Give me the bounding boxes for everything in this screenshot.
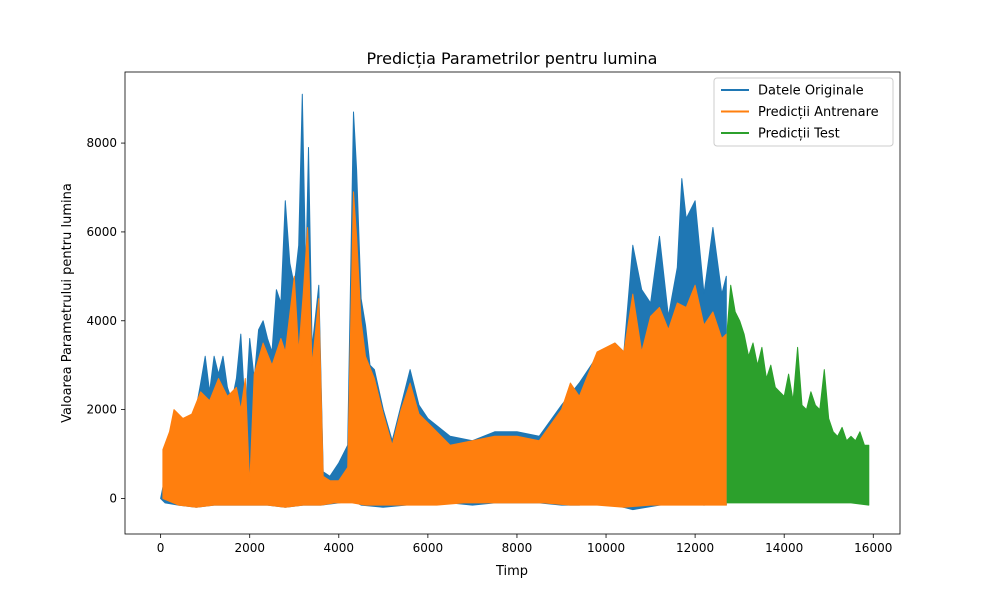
- x-tick-label: 12000: [676, 541, 714, 555]
- y-tick-label: 8000: [86, 136, 117, 150]
- y-axis-label: Valoarea Parametrului pentru lumina: [60, 183, 75, 423]
- plot-area: [160, 93, 870, 511]
- x-tick-label: 14000: [765, 541, 803, 555]
- y-tick-label: 4000: [86, 314, 117, 328]
- plot-frame: [124, 71, 901, 535]
- legend-box: [713, 77, 894, 147]
- y-tick-label: 2000: [86, 403, 117, 417]
- chart-title: Predicția Parametrilor pentru lumina: [367, 49, 658, 68]
- y-tick-label: 0: [109, 491, 117, 505]
- x-tick-label: 4000: [324, 541, 355, 555]
- x-axis-label: Timp: [495, 564, 528, 579]
- legend-label: Predicții Antrenare: [758, 105, 879, 120]
- x-tick-label: 6000: [413, 541, 444, 555]
- series-3-line: [726, 284, 870, 506]
- x-tick-label: 16000: [854, 541, 892, 555]
- legend: Datele Originale Predicții Antrenare Predi…: [713, 77, 894, 147]
- x-tick-label: 8000: [502, 541, 533, 555]
- axes: 0 2000 4000 6000 8000 10000 12000 14000 16000 0 20…: [86, 71, 901, 555]
- legend-label: Datele Originale: [758, 84, 864, 99]
- legend-label: Predicții Test: [758, 127, 840, 142]
- x-tick-label: 0: [157, 541, 165, 555]
- x-tick-label: 2000: [234, 541, 265, 555]
- y-tick-label: 6000: [86, 225, 117, 239]
- x-tick-label: 10000: [587, 541, 625, 555]
- series-2-line: [162, 191, 727, 508]
